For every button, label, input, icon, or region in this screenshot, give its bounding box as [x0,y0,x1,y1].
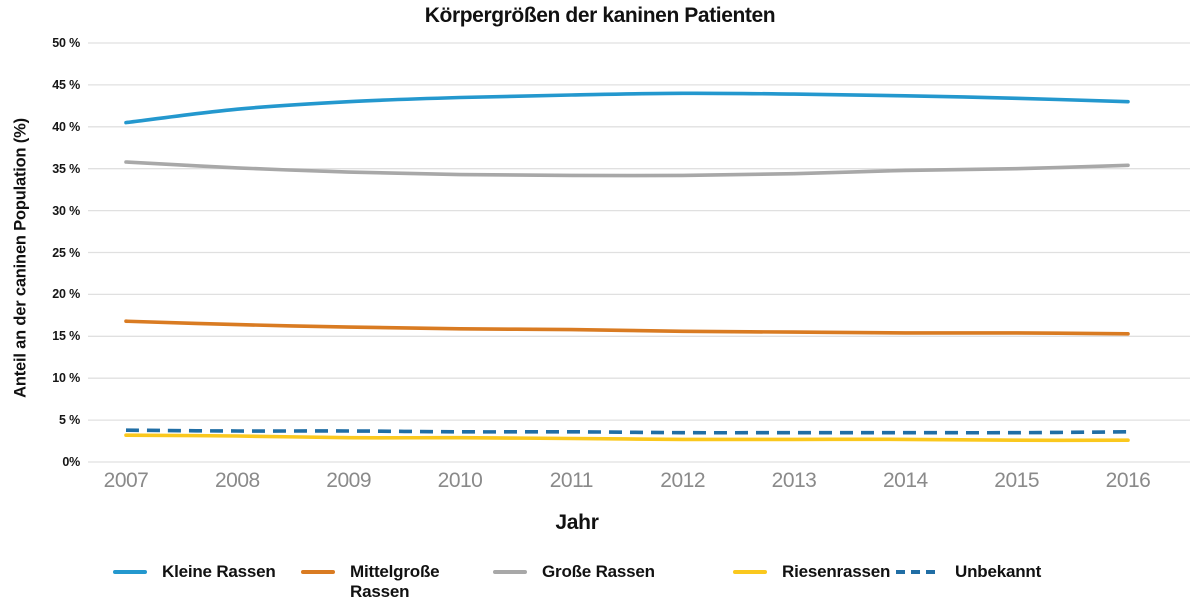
legend-label: Riesenrassen [782,562,891,581]
x-tick-label: 2011 [549,469,594,492]
legend-swatch-icon [301,570,335,574]
x-tick-label: 2008 [214,469,260,492]
y-tick-label: 40 % [52,119,80,134]
legend: Kleine Rassen Mittelgroße Rassen Große Ras… [0,562,1200,606]
y-tick-label: 35 % [52,161,80,176]
y-tick-label: 25 % [52,245,80,260]
series-line-riesenrassen [124,433,1130,443]
chart-title: Körpergrößen der kaninen Patienten [424,4,776,27]
series-line-mittelgro-e-rassen [124,319,1130,336]
y-tick-label: 10 % [52,371,80,386]
legend-swatch-icon [733,570,767,574]
x-tick-label: 2014 [882,469,928,492]
x-tick-label: 2013 [771,469,817,492]
series-line-unbekannt [125,428,1129,435]
x-tick-label: 2010 [437,469,483,492]
legend-swatch-icon [896,570,940,574]
x-axis-title: Jahr [555,511,599,534]
legend-swatch-icon [493,570,527,574]
y-tick-label: 0% [62,455,80,469]
series-line-gro-e-rassen [124,160,1130,178]
x-tick-label: 2009 [326,469,372,492]
legend-item-gro-e-rassen: Große Rassen [493,562,655,582]
x-tick-label: 2016 [1105,469,1151,492]
legend-label: Kleine Rassen [162,562,276,581]
legend-item-mittelgro-e-rassen: Mittelgroße Rassen [301,562,442,602]
y-tick-label: 30 % [52,203,80,218]
legend-item-kleine-rassen: Kleine Rassen [113,562,276,582]
y-tick-label: 50 % [52,36,80,50]
y-tick-label: 45 % [52,77,80,92]
y-tick-label: 20 % [52,287,80,302]
legend-item-unbekannt: Unbekannt [896,562,1041,582]
y-tick-label: 5 % [59,413,80,428]
x-tick-label: 2012 [660,469,706,492]
x-tick-label: 2007 [103,469,149,492]
series-line-kleine-rassen [124,91,1130,125]
y-tick-label: 15 % [52,329,80,344]
legend-label: Große Rassen [542,562,655,581]
legend-swatch-icon [113,570,147,574]
legend-item-riesenrassen: Riesenrassen [733,562,890,582]
legend-label: Unbekannt [955,562,1042,581]
legend-label: Mittelgroße Rassen [350,562,440,601]
x-tick-label: 2015 [994,469,1040,492]
